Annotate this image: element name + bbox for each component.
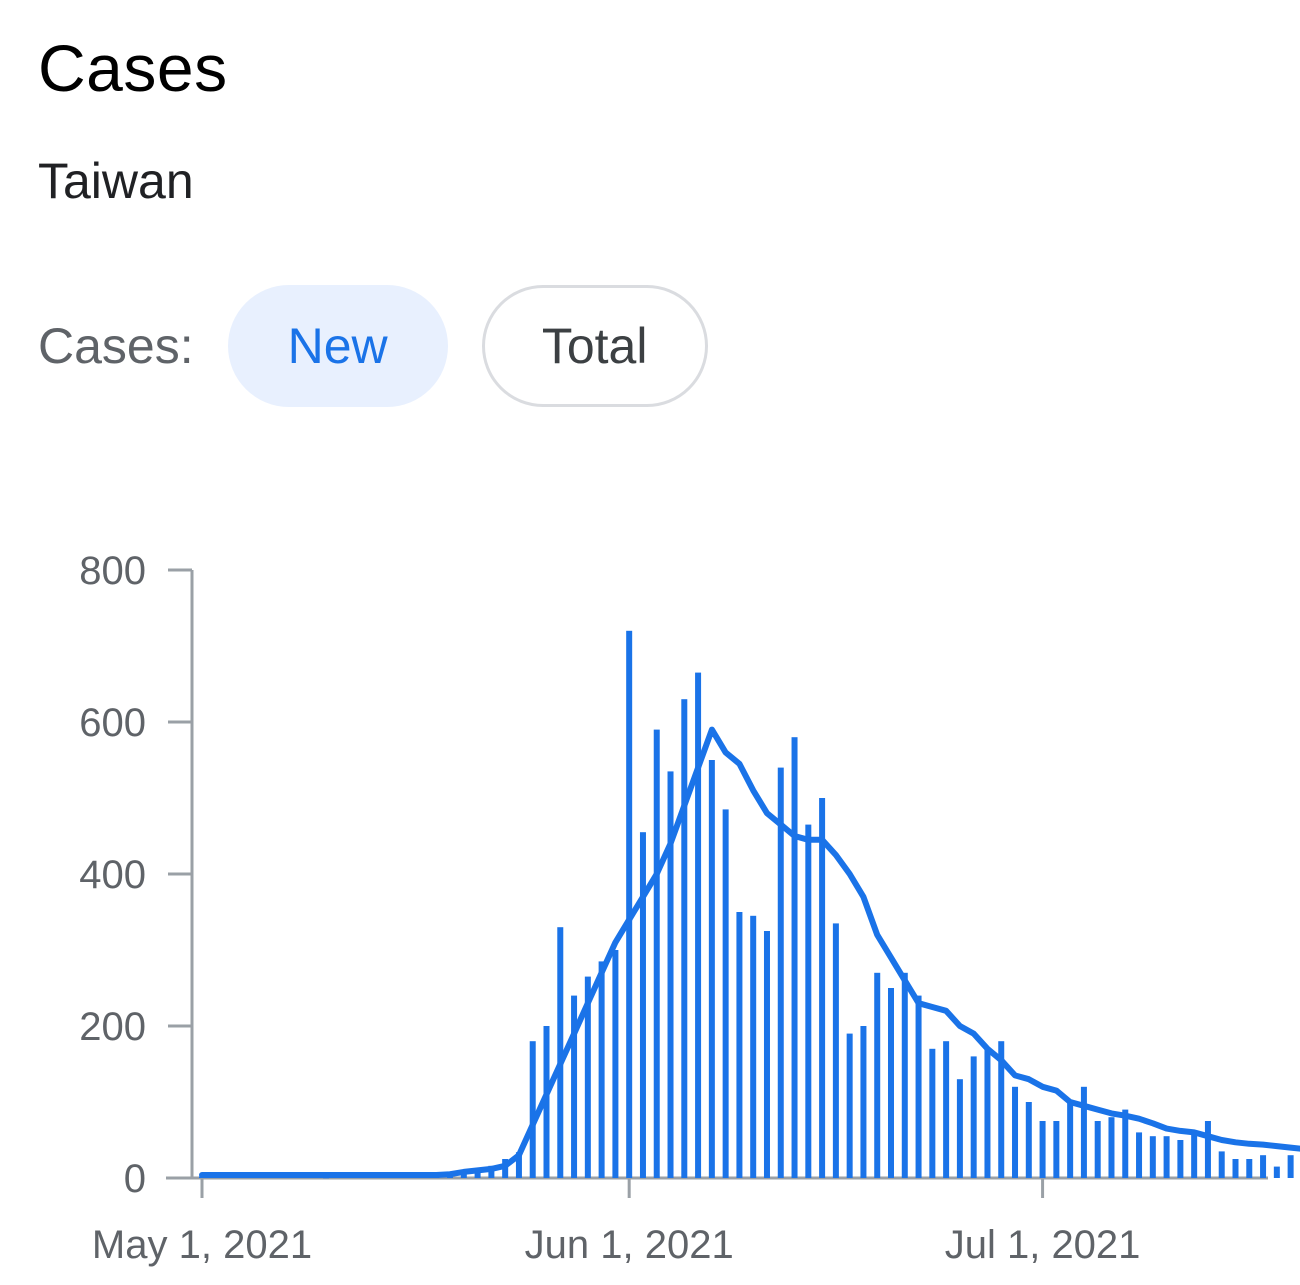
daily-cases-bar bbox=[1232, 1159, 1239, 1178]
daily-cases-bar bbox=[1287, 1155, 1294, 1178]
daily-cases-bar bbox=[901, 972, 908, 1178]
daily-cases-bar bbox=[860, 1026, 867, 1178]
daily-cases-bar bbox=[943, 1041, 950, 1178]
toggle-label: Cases: bbox=[38, 318, 194, 374]
daily-cases-bar bbox=[1094, 1121, 1101, 1178]
daily-cases-bar bbox=[1149, 1136, 1156, 1178]
daily-cases-bar bbox=[626, 630, 633, 1178]
daily-cases-bar bbox=[1080, 1086, 1087, 1178]
daily-cases-bar bbox=[639, 832, 646, 1178]
daily-cases-bar bbox=[474, 1168, 481, 1178]
daily-cases-bar bbox=[1260, 1155, 1267, 1178]
daily-cases-bar bbox=[1067, 1102, 1074, 1178]
case-type-toggle: Cases: New Total bbox=[38, 282, 708, 410]
daily-cases-bar bbox=[1163, 1136, 1170, 1178]
daily-cases-bar bbox=[1204, 1121, 1211, 1178]
daily-cases-bar bbox=[819, 798, 826, 1178]
daily-cases-bar bbox=[1218, 1151, 1225, 1178]
daily-cases-bar bbox=[956, 1079, 963, 1178]
x-tick-label: May 1, 2021 bbox=[92, 1223, 312, 1267]
daily-cases-bar bbox=[970, 1056, 977, 1178]
daily-cases-bar bbox=[998, 1041, 1005, 1178]
daily-cases-bar bbox=[777, 767, 784, 1178]
y-tick-label: 0 bbox=[124, 1157, 146, 1201]
location-label: Taiwan bbox=[38, 153, 194, 209]
daily-cases-bar bbox=[653, 729, 660, 1178]
daily-cases-bar bbox=[763, 931, 770, 1178]
new-cases-chip[interactable]: New bbox=[227, 285, 448, 407]
daily-cases-bar bbox=[791, 737, 798, 1178]
daily-cases-bar bbox=[805, 824, 812, 1178]
daily-cases-bar bbox=[1053, 1121, 1060, 1178]
daily-cases-bar bbox=[584, 976, 591, 1178]
x-tick-label: Jul 1, 2021 bbox=[945, 1223, 1141, 1267]
daily-cases-bar bbox=[1136, 1132, 1143, 1178]
daily-cases-bar bbox=[571, 995, 578, 1178]
daily-cases-bar bbox=[984, 1048, 991, 1178]
daily-cases-bar bbox=[681, 699, 688, 1178]
daily-cases-bar bbox=[1246, 1159, 1253, 1178]
daily-cases-bar bbox=[1108, 1117, 1115, 1178]
y-tick-label: 400 bbox=[79, 853, 146, 897]
daily-cases-bar bbox=[915, 995, 922, 1178]
moving-average-line bbox=[199, 726, 1300, 1178]
y-tick-label: 800 bbox=[79, 549, 146, 593]
daily-cases-bar bbox=[736, 912, 743, 1178]
daily-cases-bar bbox=[1039, 1121, 1046, 1178]
daily-cases-bar bbox=[888, 988, 894, 1178]
daily-cases-bar bbox=[874, 972, 881, 1178]
total-cases-chip[interactable]: Total bbox=[481, 285, 708, 407]
daily-cases-bar bbox=[695, 672, 702, 1178]
daily-cases-bar bbox=[1012, 1086, 1019, 1178]
daily-cases-bar bbox=[846, 1033, 853, 1178]
daily-cases-bar bbox=[1177, 1140, 1184, 1178]
daily-cases-bar bbox=[557, 927, 564, 1178]
daily-cases-bar bbox=[667, 771, 674, 1178]
x-tick-label: Jun 1, 2021 bbox=[525, 1223, 734, 1267]
daily-cases-bar bbox=[515, 1152, 522, 1178]
daily-cases-bar bbox=[1273, 1166, 1280, 1178]
daily-cases-bar bbox=[750, 915, 757, 1178]
daily-cases-bar bbox=[722, 809, 729, 1178]
daily-cases-bar bbox=[543, 1026, 550, 1178]
daily-cases-bar bbox=[1025, 1102, 1032, 1178]
daily-cases-bar bbox=[488, 1165, 495, 1178]
daily-cases-bar bbox=[929, 1048, 936, 1178]
daily-cases-bar bbox=[529, 1041, 536, 1178]
page-title: Cases bbox=[38, 31, 228, 105]
y-tick-label: 600 bbox=[79, 701, 146, 745]
daily-cases-bar bbox=[612, 950, 619, 1178]
daily-cases-bar bbox=[598, 961, 605, 1178]
daily-cases-bar bbox=[832, 923, 839, 1178]
daily-cases-bar bbox=[708, 760, 715, 1178]
y-tick-label: 200 bbox=[79, 1005, 146, 1049]
daily-cases-bar bbox=[1191, 1132, 1198, 1178]
daily-cases-bar bbox=[1122, 1109, 1129, 1178]
